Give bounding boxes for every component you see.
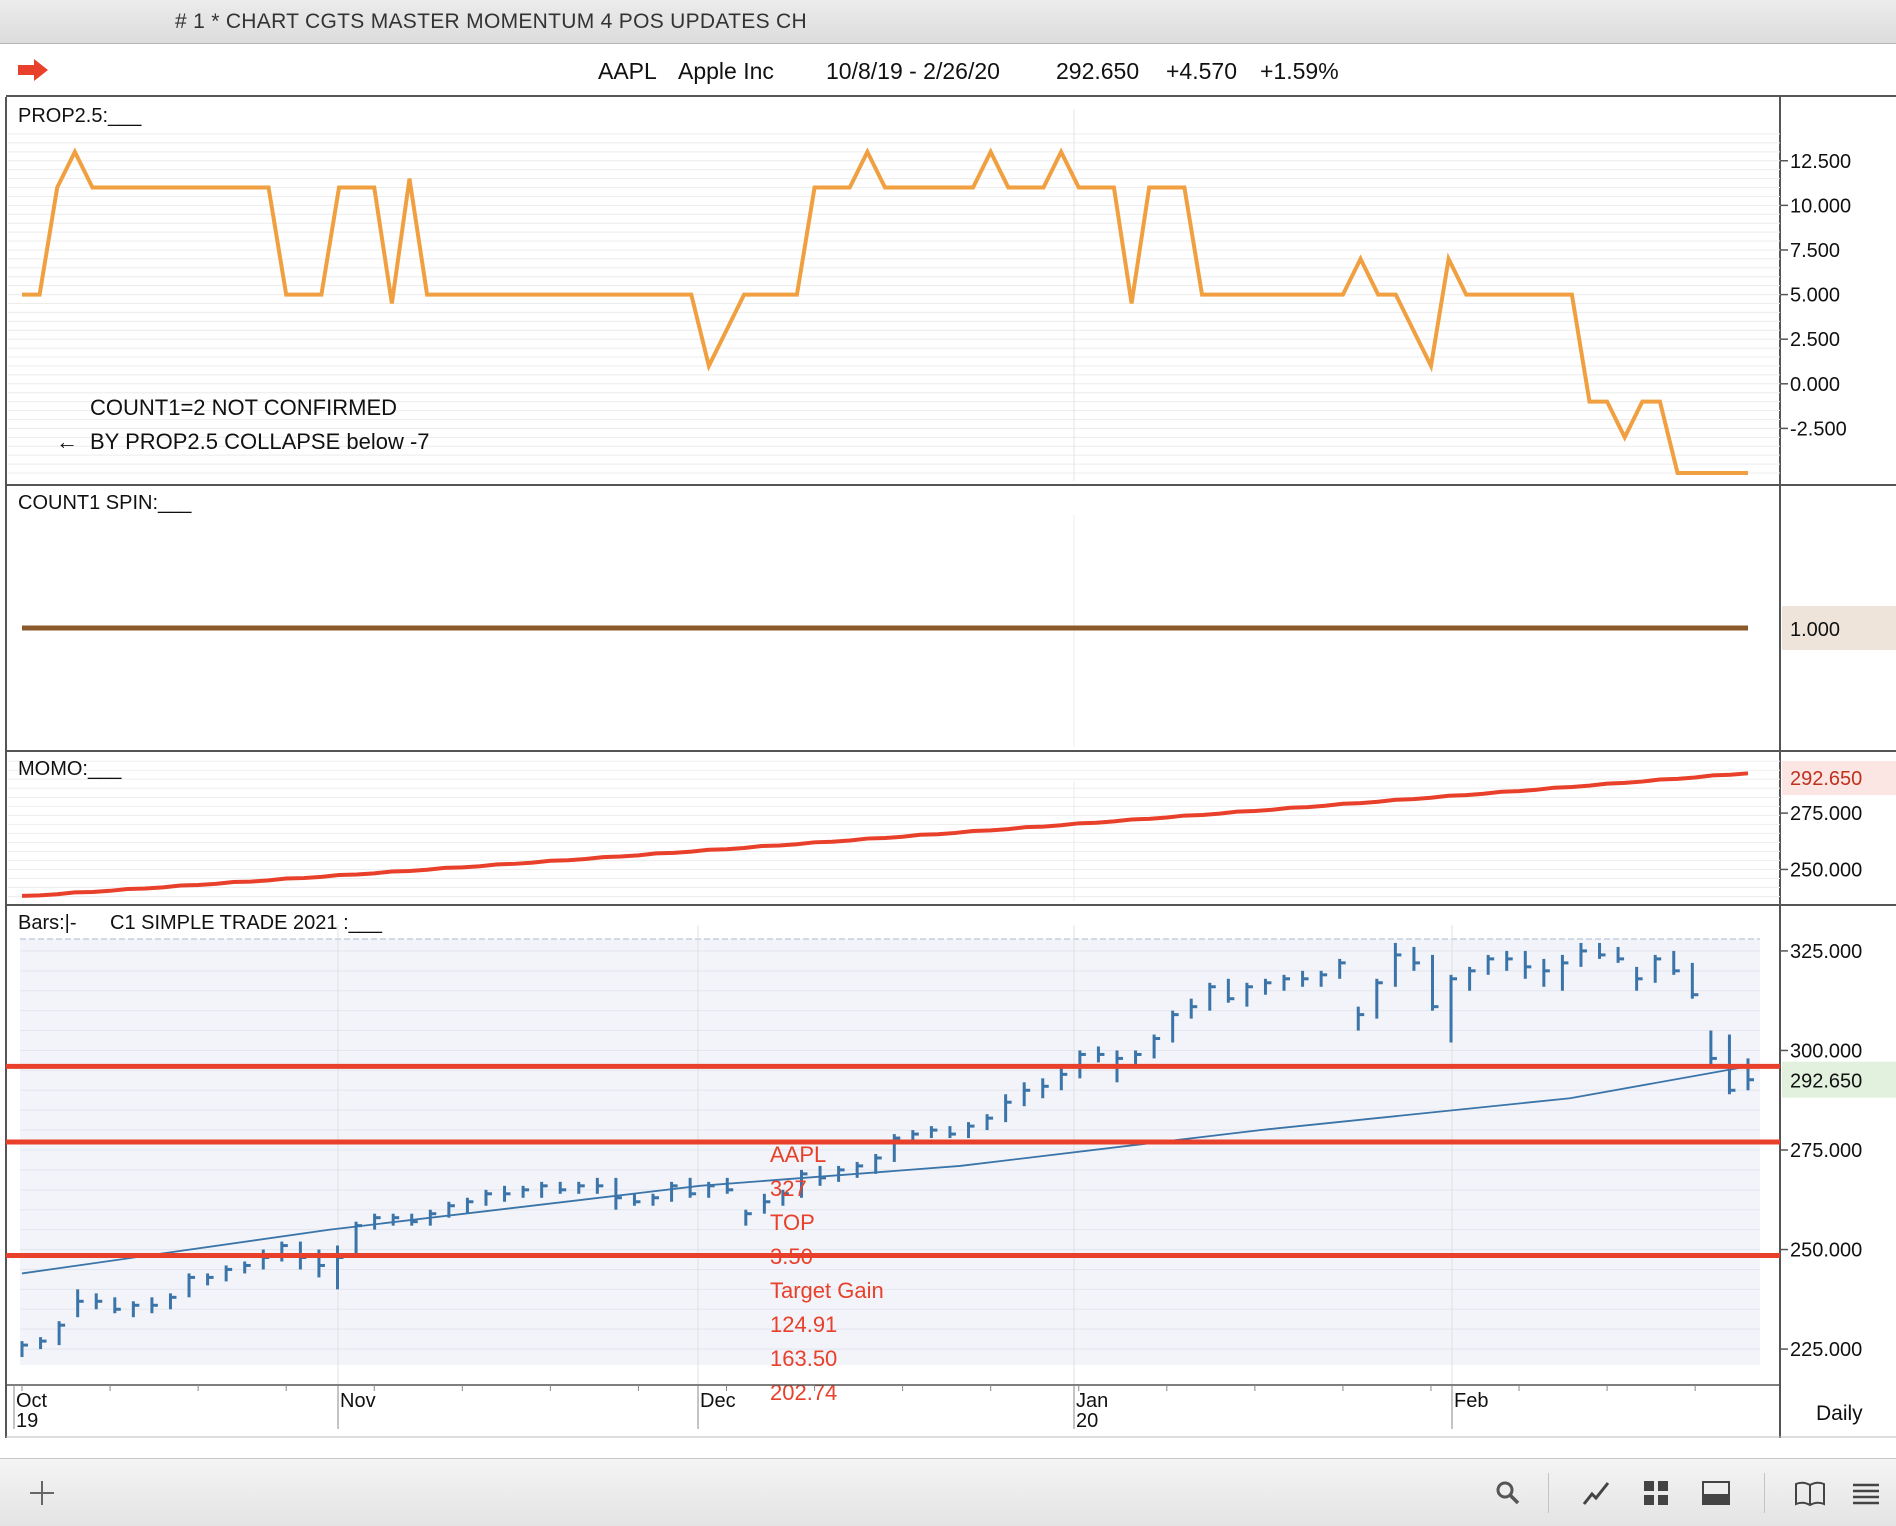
prop-tick-label: -2.500 xyxy=(1790,418,1847,440)
price-tick-label: 325.000 xyxy=(1790,941,1862,963)
moving-average-line[interactable] xyxy=(21,1065,1749,1275)
price-annotation: 163.50 xyxy=(770,1346,837,1371)
prop-line[interactable] xyxy=(22,147,1748,475)
axis-column xyxy=(1780,97,1896,1385)
momo-tick-label: 250.000 xyxy=(1790,859,1862,881)
spin-value-badge xyxy=(1782,606,1896,650)
momo-value-label: 292.650 xyxy=(1790,768,1862,790)
month-label: Nov xyxy=(340,1390,376,1412)
menu-icon[interactable] xyxy=(1846,1473,1886,1513)
price-annotation: 202.74 xyxy=(770,1380,837,1405)
panel-icon[interactable] xyxy=(1696,1473,1736,1513)
month-label: Feb xyxy=(1454,1390,1488,1412)
book-icon[interactable] xyxy=(1790,1473,1830,1513)
search-icon[interactable] xyxy=(1488,1473,1528,1513)
momo-line[interactable] xyxy=(21,771,1749,898)
price-tick-label: 250.000 xyxy=(1790,1240,1862,1262)
spin-label: COUNT1 SPIN:___ xyxy=(18,492,192,514)
price-change: +4.570 xyxy=(1166,58,1237,84)
month-label: Oct xyxy=(16,1390,48,1412)
prop-tick-label: 10.000 xyxy=(1790,195,1851,217)
price-background xyxy=(20,938,1760,1365)
window-title: # 1 * CHART CGTS MASTER MOMENTUM 4 POS U… xyxy=(175,10,807,33)
year-label: 19 xyxy=(16,1410,38,1432)
momo-label: MOMO:___ xyxy=(18,758,122,780)
bars-label: Bars:|- xyxy=(18,912,77,934)
study-label: C1 SIMPLE TRADE 2021 :___ xyxy=(110,912,383,934)
grid-icon[interactable] xyxy=(1636,1473,1676,1513)
price-annotation: TOP xyxy=(770,1210,815,1235)
prop-tick-label: 7.500 xyxy=(1790,240,1840,262)
momo-tick-label: 275.000 xyxy=(1790,803,1862,825)
prop-tick-label: 2.500 xyxy=(1790,329,1840,351)
line-chart-icon[interactable] xyxy=(1576,1473,1616,1513)
date-range: 10/8/19 - 2/26/20 xyxy=(826,58,1000,84)
price-tick-label: 225.000 xyxy=(1790,1339,1862,1361)
last-price-badge xyxy=(1782,1061,1896,1098)
prop-tick-label: 12.500 xyxy=(1790,151,1851,173)
last-price-label: 292.650 xyxy=(1790,1071,1862,1093)
year-label: 20 xyxy=(1076,1410,1098,1432)
prop-label: PROP2.5:___ xyxy=(18,105,142,127)
chart-area[interactable]: PROP2.5:___ 12.500 10.000 7.500 5.000 2.500 0.… xyxy=(0,97,1896,1438)
momo-value-badge xyxy=(1782,761,1896,795)
bottom-toolbar xyxy=(0,1458,1896,1526)
prop-tick-label: 0.000 xyxy=(1790,374,1840,396)
month-label: Jan xyxy=(1076,1390,1108,1412)
price-tick-label: 300.000 xyxy=(1790,1040,1862,1062)
symbol-bar: AAPL Apple Inc 10/8/19 - 2/26/20 292.650… xyxy=(6,45,1896,97)
price-tick-label: 275.000 xyxy=(1790,1140,1862,1162)
month-label: Dec xyxy=(700,1390,736,1412)
price-annotation: Target Gain xyxy=(770,1278,884,1303)
price-change-pct: +1.59% xyxy=(1260,58,1339,84)
last-price: 292.650 xyxy=(1056,58,1140,84)
chart-svg[interactable]: PROP2.5:___ 12.500 10.000 7.500 5.000 2.500 0.… xyxy=(0,97,1896,1438)
price-annotation: AAPL xyxy=(770,1142,826,1167)
company-name: Apple Inc xyxy=(678,58,774,84)
spin-value-label: 1.000 xyxy=(1790,619,1840,641)
prop-note-arrow: ← xyxy=(56,429,78,454)
prop-note-2: BY PROP2.5 COLLAPSE below -7 xyxy=(90,429,430,454)
ticker[interactable]: AAPL xyxy=(598,58,657,84)
price-annotation: 327 xyxy=(770,1176,807,1201)
price-annotation: 3.50 xyxy=(770,1244,813,1269)
arrow-right-icon[interactable] xyxy=(16,57,50,83)
interval-label: Daily xyxy=(1816,1402,1863,1425)
add-icon[interactable] xyxy=(22,1473,62,1513)
window-titlebar: # 1 * CHART CGTS MASTER MOMENTUM 4 POS U… xyxy=(0,0,1896,44)
prop-note-1: COUNT1=2 NOT CONFIRMED xyxy=(90,395,397,420)
price-annotation: 124.91 xyxy=(770,1312,837,1337)
prop-tick-label: 5.000 xyxy=(1790,285,1840,307)
